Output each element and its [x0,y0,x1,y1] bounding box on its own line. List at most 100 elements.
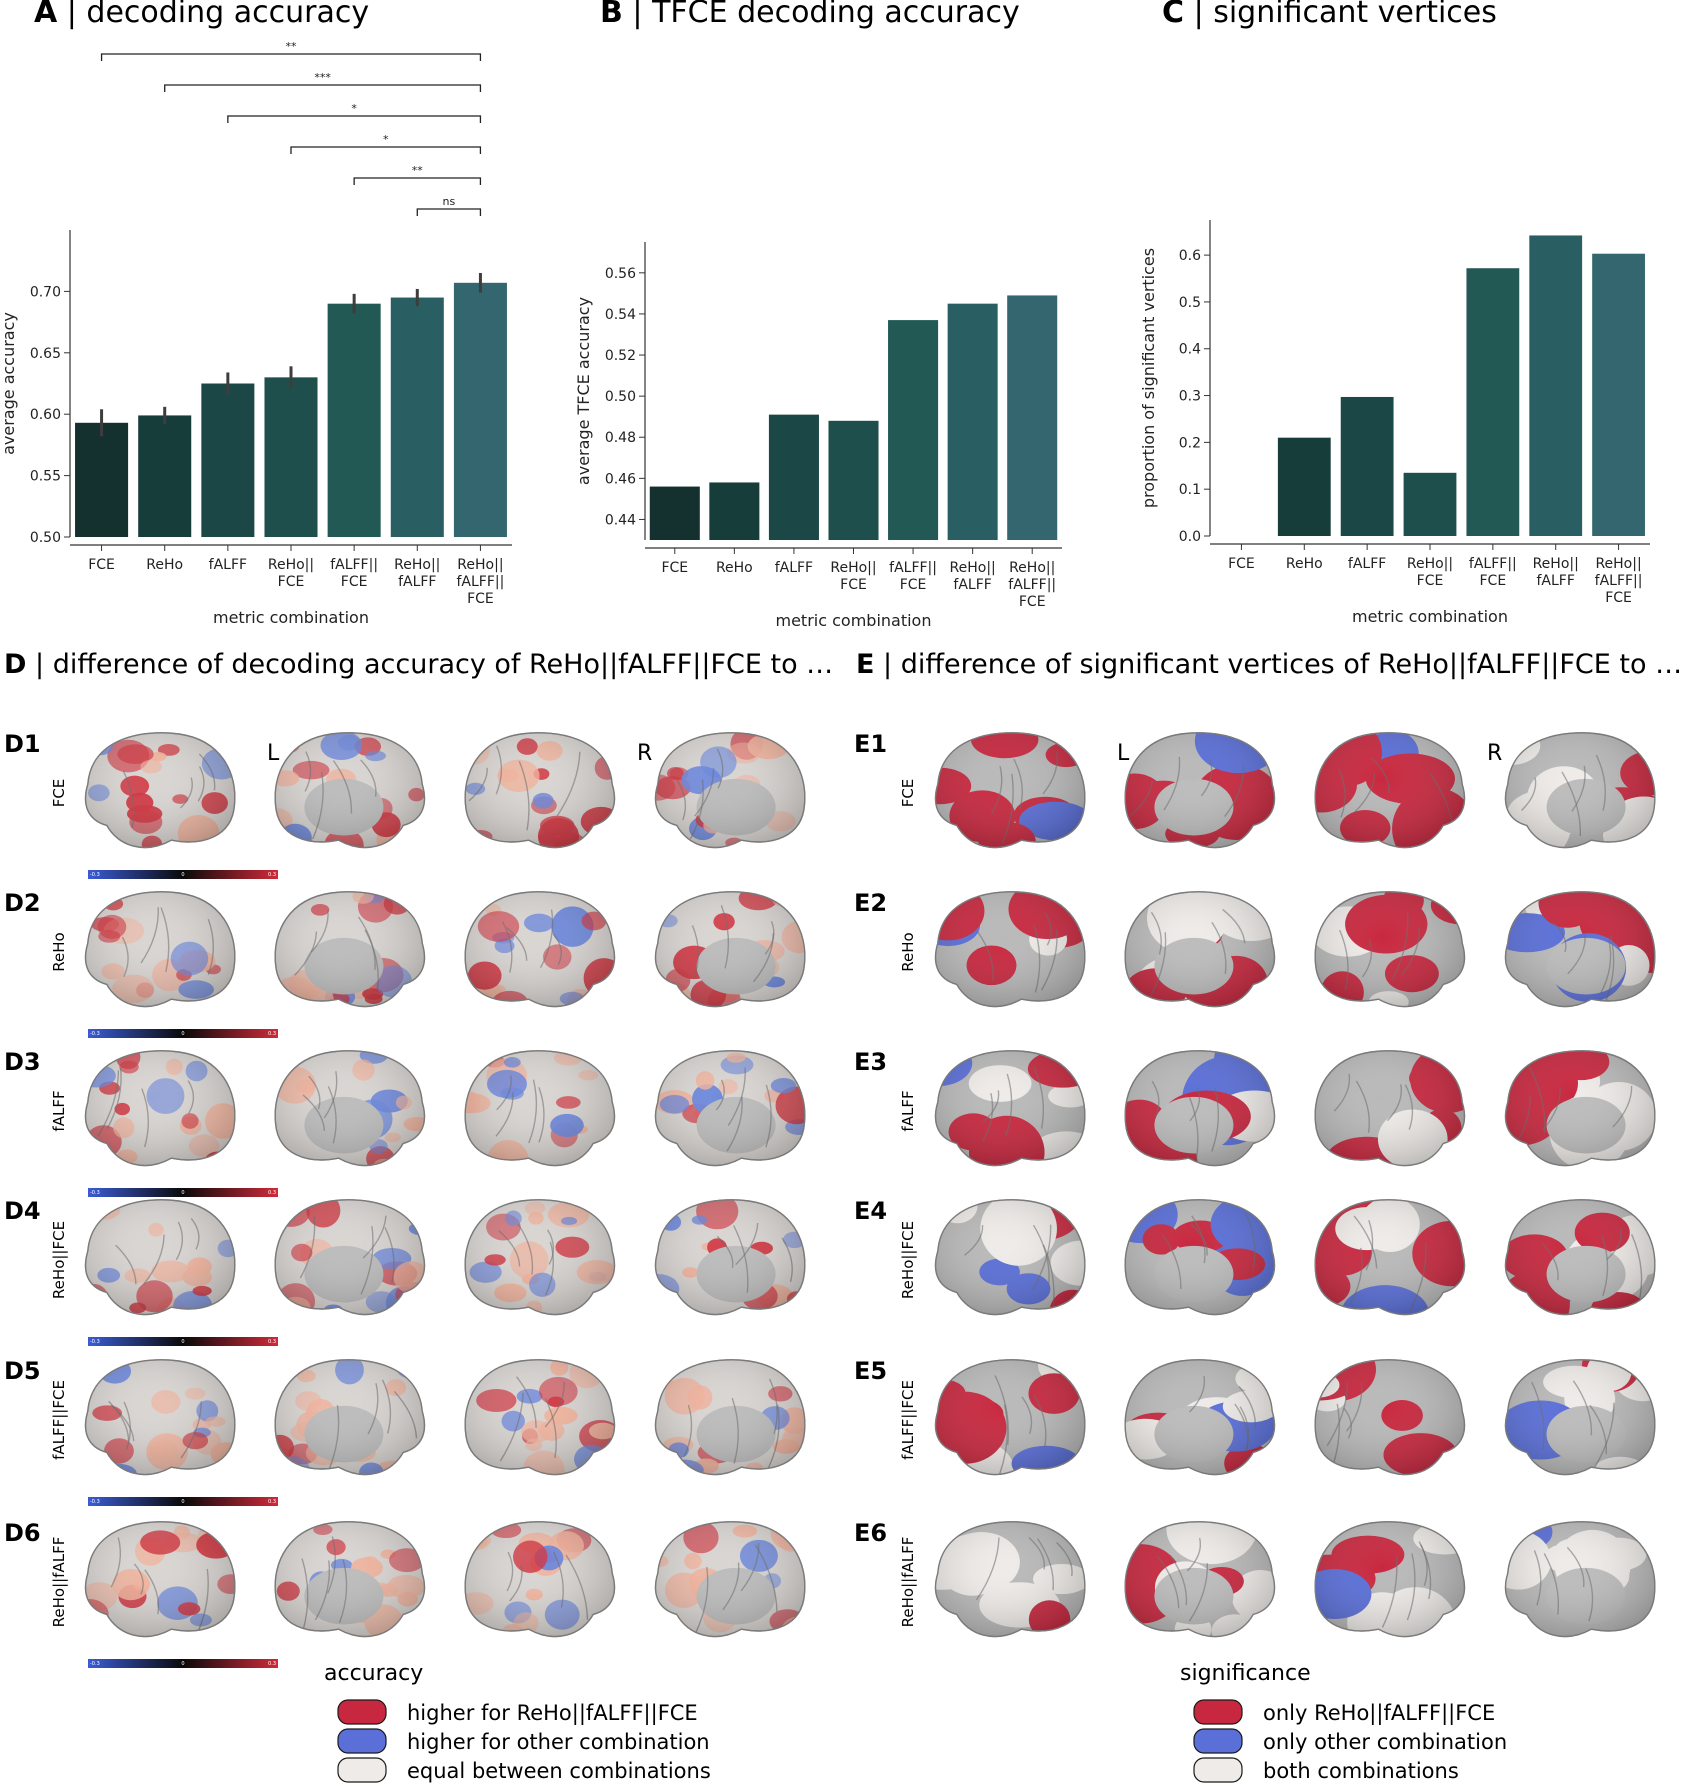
bar [768,414,819,540]
bar [138,415,192,537]
shading [464,1521,616,1638]
bar [1592,253,1645,536]
significance-bracket [353,177,482,185]
bar [1403,472,1457,536]
shading [934,1199,1086,1316]
brain-surface [1314,1199,1466,1316]
shading [274,1199,426,1316]
shading [1504,1050,1656,1167]
shading [464,1050,616,1167]
brain-surface [274,1199,426,1316]
bar [1277,437,1331,536]
x-tick-label: fALFF|| FCE [330,557,378,590]
row-label: E6 [854,1519,887,1547]
y-tick-label: 0.0 [1179,529,1201,545]
hemisphere-left-label: L [1117,741,1130,766]
brain-surface [654,1521,806,1638]
patch [224,891,235,904]
shading [464,1359,616,1476]
colorbar [88,1659,278,1668]
brain-surface [1314,1521,1466,1638]
shading [1124,1050,1276,1167]
shading [274,1050,426,1167]
x-axis-label: metric combination [776,611,932,630]
patch [407,999,425,1007]
row-label: E3 [854,1048,887,1076]
brain-row: D6 ReHo||fALFF -0.3 0 0.3 [4,1519,806,1668]
shading [1124,1359,1276,1476]
shading [1504,1521,1656,1638]
legend-swatch [337,1699,387,1725]
colorbar-tick: 0 [181,1499,184,1505]
colorbar-tick: 0.3 [268,1499,276,1505]
shading [654,1521,806,1638]
brain-surface [934,1199,1086,1316]
significance-bracket [227,115,482,123]
row-label: D1 [4,730,41,758]
y-tick-label: 0.65 [30,346,61,362]
bar [888,320,939,540]
colorbar-tick: 0.3 [268,1031,276,1037]
y-tick-label: 0.1 [1179,482,1201,498]
shading [654,1050,806,1167]
panel-b-title: B | TFCE decoding accuracy [600,0,1020,30]
x-tick-label: ReHo [716,560,753,576]
significance-label: *** [314,71,331,84]
panel-e-title: E | difference of significant vertices o… [856,649,1682,680]
shading [1314,1359,1466,1476]
y-tick-label: 0.52 [605,348,636,364]
legend-label: both combinations [1263,1759,1459,1783]
row-label: D3 [4,1048,41,1076]
shading [1504,1359,1656,1476]
shading [1124,891,1276,1008]
brain-surface [934,1050,1086,1167]
legend-label: equal between combinations [407,1759,711,1783]
brain-row: D4 ReHo||FCE -0.3 0 0.3 [4,1197,806,1346]
y-tick-label: 0.5 [1179,295,1201,311]
brain-surface [274,1521,426,1638]
shading [934,1050,1086,1167]
significance-label: ** [286,40,298,53]
row-label: D4 [4,1197,41,1225]
colorbar [88,1337,278,1346]
x-tick-label: ReHo|| fALFF|| FCE [1008,560,1056,610]
colorbar [88,1497,278,1506]
brain-surface [934,1359,1086,1476]
row-metric-name: ReHo||fALFF [50,1537,68,1628]
row-metric-name: fALFF||FCE [50,1380,68,1460]
shading [1504,1199,1656,1316]
bar [1529,235,1583,536]
row-metric-name: FCE [899,779,917,808]
shading [1124,1199,1276,1316]
shading [274,1359,426,1476]
brain-surface [1124,1050,1276,1167]
y-tick-label: 0.44 [605,512,636,528]
brain-surface [84,1521,236,1638]
brain-surface [1124,732,1276,849]
x-tick-label: ReHo|| fALFF [394,557,440,590]
legend-swatch [1193,1757,1243,1783]
brain-row: D1 FCE -0.3 0 0.3 [4,730,806,879]
brain-surface [654,1050,806,1167]
row-label: E2 [854,889,887,917]
y-tick-label: 0.3 [1179,389,1201,405]
y-tick-label: 0.50 [30,530,61,546]
panel-a-title: A | decoding accuracy [34,0,369,30]
hemisphere-right-label: R [1487,741,1502,766]
panel-d-title: D | difference of decoding accuracy of R… [4,649,833,680]
brain-surface [1314,1050,1466,1167]
brain-surface [934,732,1086,849]
colorbar-tick: -0.3 [90,1499,100,1505]
brain-surface [1504,1521,1656,1638]
x-tick-label: ReHo|| FCE [268,557,314,590]
patch [655,1199,675,1210]
shading [934,1521,1086,1638]
x-tick-label: FCE [88,557,115,573]
bar [201,383,255,537]
patch [590,999,607,1007]
brain-grid-d: D1 FCE -0.3 0 0.3 D2 ReHo -0.3 0 0.3 D3 fALFF -0.3 0 0… [4,730,806,1668]
bar [390,297,444,537]
row-label: D5 [4,1357,41,1385]
shading [274,732,426,849]
